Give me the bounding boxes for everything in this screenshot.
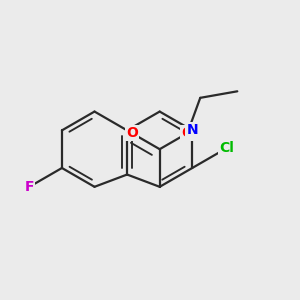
- Text: O: O: [182, 126, 193, 140]
- Text: F: F: [25, 180, 34, 194]
- Text: N: N: [187, 123, 198, 137]
- Text: Cl: Cl: [219, 141, 234, 155]
- Text: O: O: [126, 126, 138, 140]
